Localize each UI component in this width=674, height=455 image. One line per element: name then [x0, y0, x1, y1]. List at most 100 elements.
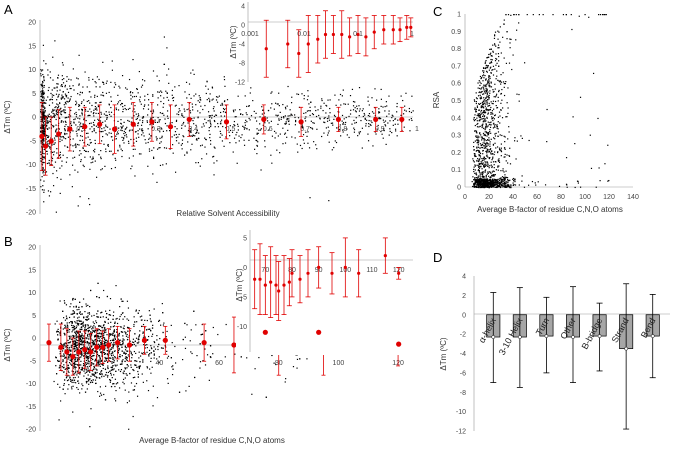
mean-marker	[162, 337, 168, 343]
panel-b-inset-y-tick-label: 0	[243, 265, 247, 272]
panel-c-y-tick-label: 0.6	[451, 81, 461, 88]
scatter-point	[162, 106, 164, 108]
scatter-point	[365, 123, 367, 125]
panel-a-x-tick-label: 0.5	[226, 126, 236, 133]
scatter-point	[123, 130, 125, 133]
scatter-point	[181, 143, 184, 145]
scatter-point	[75, 342, 77, 344]
scatter-point	[294, 137, 296, 139]
a-yticks-label: 0	[32, 115, 36, 122]
scatter-point	[147, 339, 149, 341]
scatter-point	[113, 374, 115, 376]
scatter-point	[508, 62, 511, 64]
scatter-point	[71, 331, 73, 333]
scatter-point	[67, 353, 69, 356]
scatter-point	[219, 136, 221, 138]
scatter-point	[130, 103, 133, 105]
scatter-point	[93, 109, 95, 111]
scatter-point	[68, 342, 70, 344]
scatter-point	[490, 176, 492, 178]
scatter-point	[123, 121, 125, 123]
scatter-point	[67, 344, 69, 347]
scatter-point	[259, 129, 262, 131]
scatter-point	[42, 119, 44, 121]
mean-marker	[258, 277, 262, 281]
scatter-point	[134, 364, 136, 366]
scatter-point	[86, 341, 88, 343]
mean-marker	[141, 337, 148, 343]
scatter-point	[111, 351, 113, 353]
scatter-point	[120, 326, 122, 328]
scatter-point	[479, 75, 482, 78]
scatter-point	[471, 180, 473, 183]
scatter-point	[152, 109, 155, 111]
scatter-point	[217, 96, 219, 98]
scatter-point	[482, 165, 485, 167]
scatter-point	[116, 322, 119, 325]
scatter-point	[388, 95, 390, 97]
scatter-point	[66, 88, 68, 90]
scatter-point	[486, 132, 488, 134]
scatter-point	[72, 299, 74, 301]
scatter-point	[118, 127, 120, 129]
scatter-point	[110, 374, 112, 376]
scatter-point	[79, 331, 81, 333]
scatter-point	[492, 156, 494, 158]
scatter-point	[131, 354, 133, 356]
scatter-point	[142, 359, 144, 361]
scatter-point	[493, 118, 496, 120]
scatter-point	[42, 126, 44, 128]
scatter-point	[225, 104, 227, 107]
scatter-point	[154, 341, 156, 344]
scatter-point	[491, 171, 493, 173]
scatter-point	[85, 328, 87, 331]
scatter-point	[94, 102, 96, 104]
scatter-point	[81, 333, 83, 335]
scatter-point	[89, 378, 91, 380]
scatter-point	[409, 130, 411, 132]
scatter-point	[100, 394, 103, 396]
scatter-point	[140, 319, 142, 321]
scatter-point	[508, 155, 511, 157]
scatter-point	[107, 143, 109, 146]
scatter-point	[113, 335, 116, 338]
scatter-point	[88, 313, 91, 315]
scatter-point	[42, 124, 44, 126]
scatter-point	[70, 324, 73, 326]
scatter-point	[139, 101, 141, 103]
scatter-point	[82, 340, 84, 343]
scatter-point	[244, 95, 246, 97]
scatter-point	[479, 163, 482, 165]
scatter-point	[309, 126, 312, 129]
scatter-point	[147, 93, 149, 96]
scatter-point	[498, 158, 500, 160]
scatter-point	[330, 122, 332, 124]
scatter-point	[500, 179, 502, 181]
scatter-point	[130, 138, 132, 141]
scatter-point	[124, 87, 127, 89]
scatter-point	[122, 378, 125, 381]
scatter-point	[389, 130, 391, 133]
scatter-point	[74, 371, 76, 373]
scatter-point	[115, 389, 117, 392]
scatter-point	[74, 363, 76, 365]
scatter-point	[289, 115, 291, 117]
scatter-point	[234, 353, 236, 355]
scatter-point	[84, 329, 86, 331]
scatter-point	[353, 129, 356, 131]
scatter-point	[200, 333, 202, 336]
scatter-point	[92, 157, 94, 160]
scatter-point	[65, 377, 68, 379]
scatter-point	[107, 144, 109, 146]
scatter-point	[120, 122, 122, 124]
scatter-point	[44, 127, 46, 129]
scatter-point	[52, 172, 54, 175]
scatter-point	[89, 114, 91, 117]
scatter-point	[89, 326, 91, 329]
scatter-point	[505, 185, 507, 187]
scatter-point	[352, 109, 355, 111]
scatter-point	[193, 123, 195, 125]
scatter-point	[103, 329, 106, 331]
scatter-point	[48, 127, 50, 129]
scatter-point	[42, 171, 45, 173]
